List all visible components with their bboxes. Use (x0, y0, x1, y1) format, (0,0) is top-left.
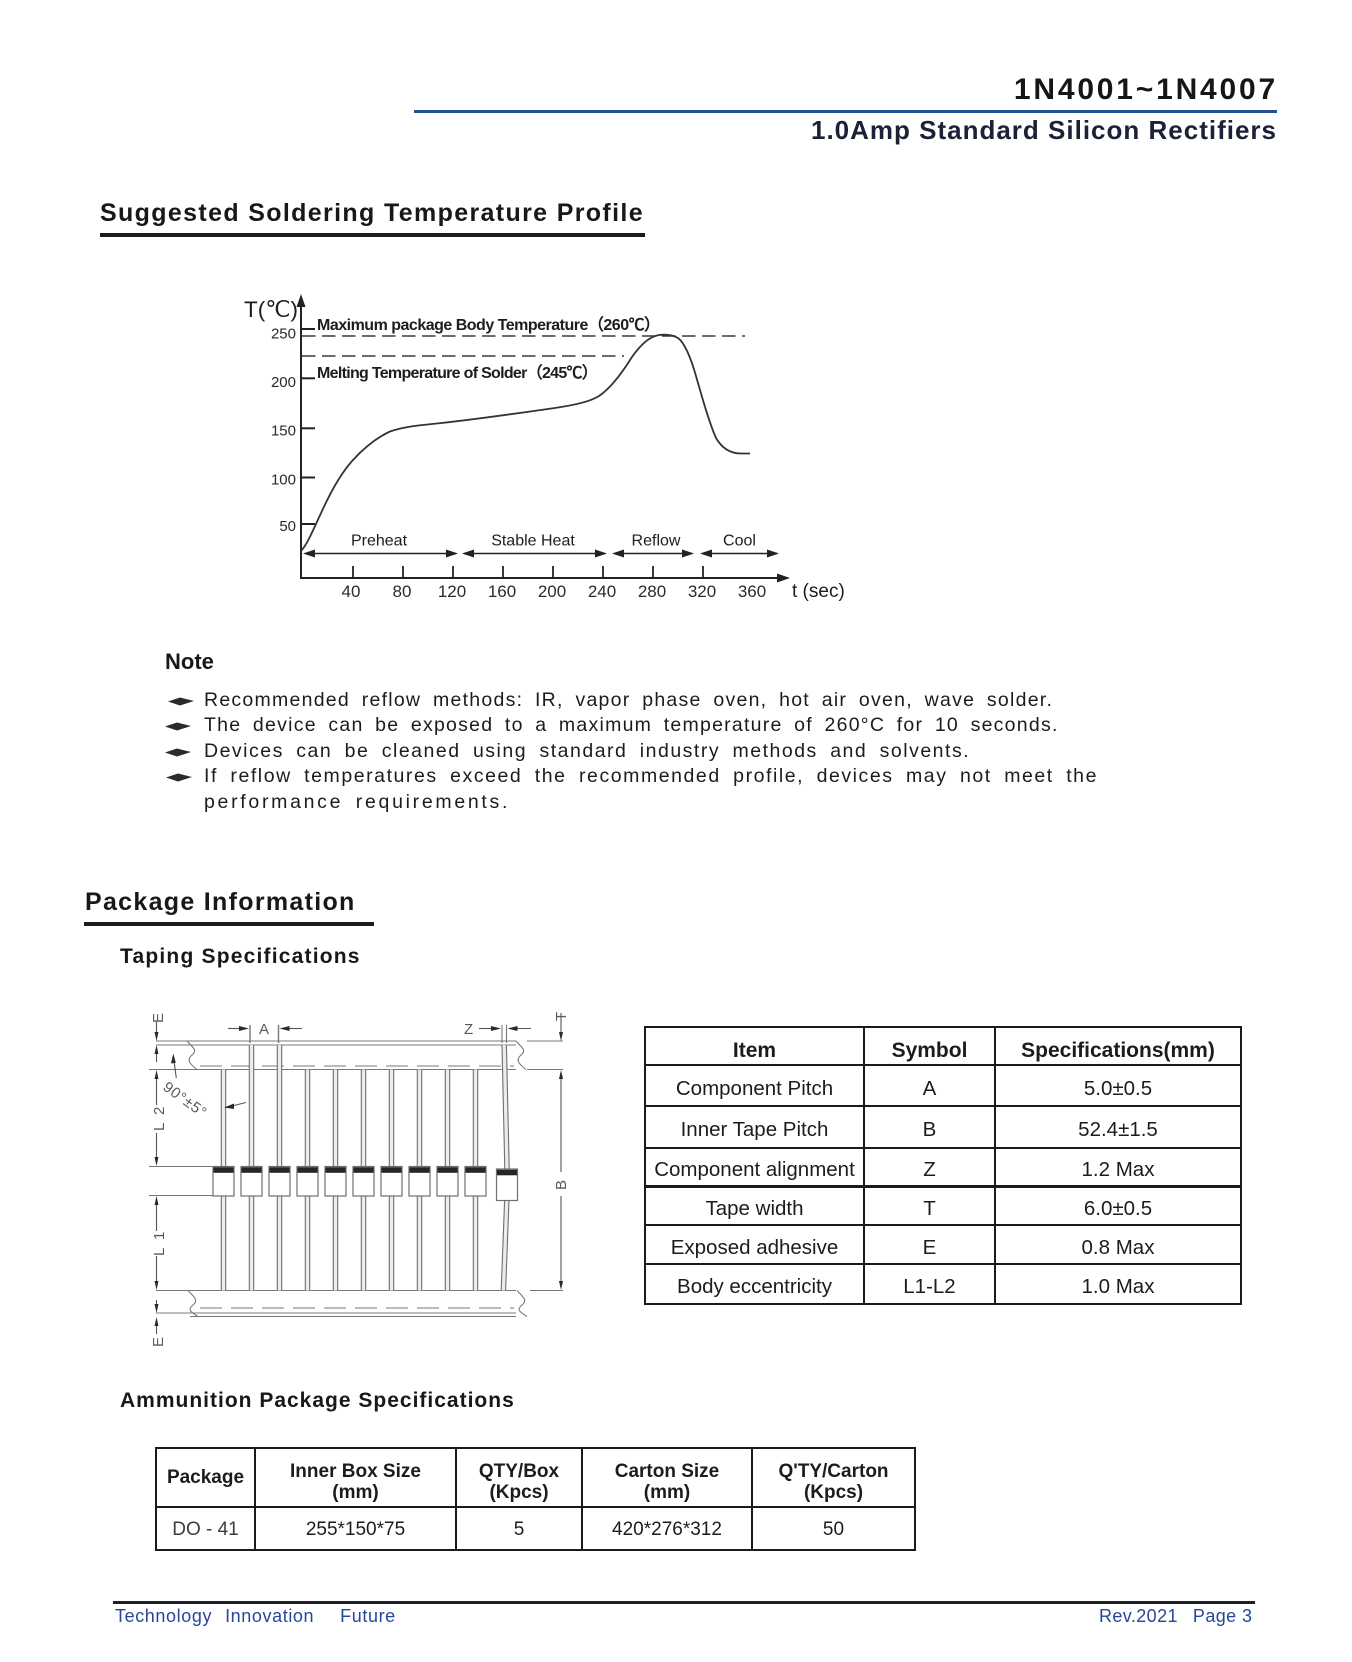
svg-text:120: 120 (438, 582, 466, 601)
svg-text:L 2: L 2 (151, 1105, 168, 1131)
svg-text:t (sec): t (sec) (792, 581, 845, 602)
svg-text:Cool: Cool (723, 533, 756, 550)
svg-text:T(℃): T(℃) (244, 297, 298, 322)
svg-text:Maximum package Body Temperatu: Maximum package Body Temperature（260℃） (317, 316, 660, 334)
svg-text:Preheat: Preheat (351, 533, 408, 550)
svg-text:B: B (553, 1180, 570, 1190)
svg-text:Reflow: Reflow (632, 533, 681, 550)
svg-text:160: 160 (488, 582, 516, 601)
svg-text:L 1: L 1 (151, 1230, 168, 1256)
svg-text:280: 280 (638, 582, 666, 601)
svg-text:240: 240 (588, 582, 616, 601)
svg-text:40: 40 (342, 582, 361, 601)
svg-text:T: T (553, 1012, 570, 1021)
svg-text:Melting Temperature of Solder（: Melting Temperature of Solder（245℃） (317, 364, 597, 382)
svg-text:360: 360 (738, 582, 766, 601)
svg-text:50: 50 (279, 518, 296, 535)
svg-text:E: E (150, 1337, 167, 1347)
svg-text:150: 150 (271, 423, 296, 440)
svg-text:A: A (259, 1021, 269, 1038)
svg-text:320: 320 (688, 582, 716, 601)
svg-text:100: 100 (271, 472, 296, 489)
svg-text:E: E (150, 1013, 167, 1023)
svg-text:200: 200 (271, 374, 296, 391)
svg-text:Stable Heat: Stable Heat (491, 533, 575, 550)
svg-text:200: 200 (538, 582, 566, 601)
svg-text:250: 250 (271, 326, 296, 343)
svg-text:Z: Z (464, 1021, 473, 1038)
svg-text:80: 80 (393, 582, 412, 601)
